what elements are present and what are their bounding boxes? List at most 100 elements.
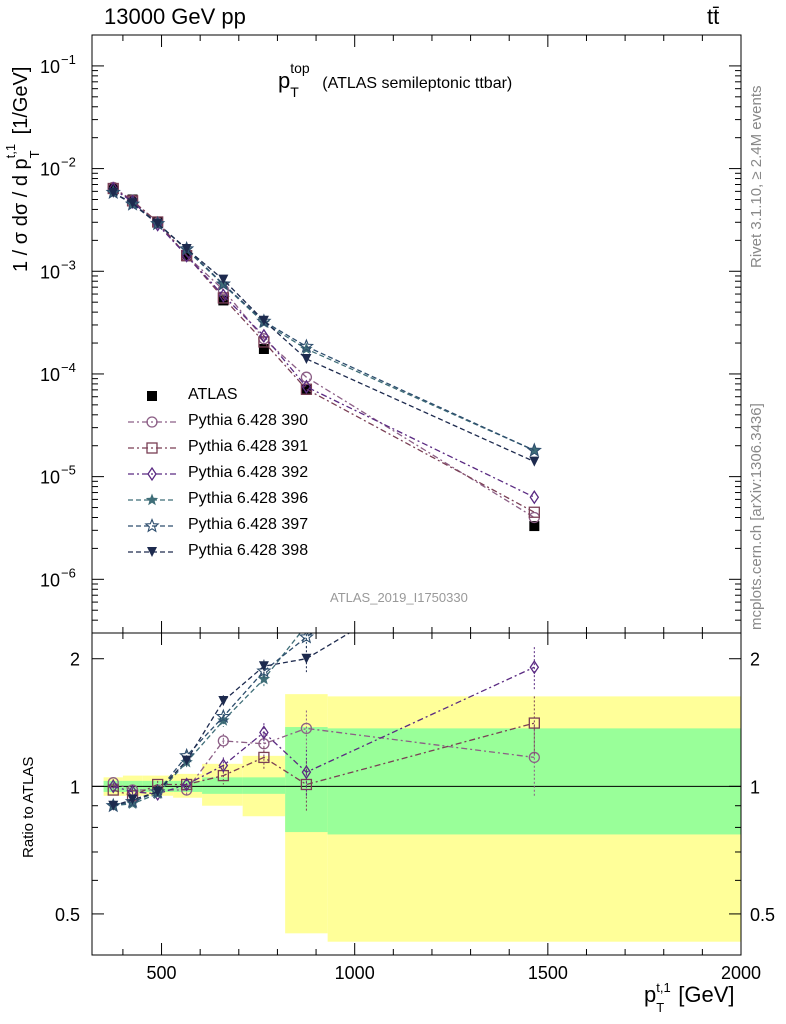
series-line-4: [112, 191, 535, 451]
legend-square: [147, 391, 157, 401]
data-point: [258, 336, 270, 348]
ratio-point: [218, 695, 229, 706]
legend-label-atlas: ATLAS: [188, 386, 238, 403]
data-point: [301, 353, 312, 364]
ratio-series-clipped: [105, 469, 540, 813]
legend-marker-4: [128, 493, 176, 506]
data-point: [529, 521, 540, 532]
ratio-point: [528, 469, 540, 481]
ratio-series-5: [108, 633, 351, 811]
x-tick-label: 1500: [528, 963, 568, 983]
ratio-point: [529, 660, 540, 675]
series-line-6: [112, 192, 535, 463]
ratio-point: [258, 751, 270, 764]
y-tick-exponent: −1: [61, 52, 76, 67]
energy-label: 13000 GeV pp: [104, 4, 246, 29]
legend-label-392: Pythia 6.428 392: [188, 464, 309, 481]
ratio-point: [108, 779, 119, 794]
band-stat-5: [242, 777, 286, 794]
main-series-group: [105, 181, 542, 532]
legend-label-396: Pythia 6.428 396: [188, 490, 309, 507]
ratio-point: [218, 758, 229, 773]
data-point: [218, 288, 229, 303]
y-tick-exponent: −5: [61, 463, 76, 478]
process-label: tt̄: [707, 4, 720, 29]
ratio-y-axis-label: Ratio to ATLAS: [20, 756, 37, 858]
ratio-point: [528, 469, 540, 481]
data-point: [529, 456, 540, 467]
y-tick-exponent: −6: [61, 565, 76, 580]
series-line-1: [112, 186, 535, 519]
y-tick-exponent: −3: [61, 257, 76, 272]
ratio-point: [181, 777, 192, 792]
data-point: [258, 315, 269, 326]
series-line-2: [112, 187, 535, 513]
ratio-line-0: [112, 727, 535, 791]
mcplots-reference-label: mcplots.cern.ch [arXiv:1306.3436]: [748, 403, 765, 630]
data-point: [218, 274, 229, 285]
ratio-point: [108, 800, 119, 811]
data-point: [215, 276, 231, 291]
data-point: [152, 218, 163, 229]
ratio-point: [258, 661, 269, 672]
ratio-y-tick-label-right: 1: [750, 777, 760, 797]
ratio-point: [301, 764, 312, 780]
ratio-point: [107, 784, 119, 796]
series-6: [108, 187, 540, 467]
data-point: [217, 292, 229, 304]
plot-frames: [91, 34, 742, 956]
legend-symbol: [146, 442, 158, 454]
x-tick-label: 1000: [335, 963, 375, 983]
legend-label-398: Pythia 6.428 398: [188, 542, 309, 559]
main-series-clipped: [105, 181, 542, 532]
ratio-point: [300, 722, 313, 735]
legend-symbol: [144, 517, 160, 533]
data-point: [108, 187, 119, 198]
y-tick-label: 10: [40, 365, 60, 385]
ratio-y-tick-label-right: 2: [750, 650, 760, 670]
legend-symbol: [146, 416, 158, 428]
data-point: [298, 338, 315, 354]
data-point: [181, 243, 192, 254]
title-subscript: T: [290, 84, 299, 100]
ratio-line-1: [113, 722, 535, 797]
ratio-point: [256, 663, 272, 678]
x-axis-label: p t,1 T [GeV]: [644, 980, 735, 1015]
legend-marker-2: [128, 442, 176, 454]
y-tick-label: 10: [40, 57, 60, 77]
legend-symbol: [145, 493, 159, 506]
ratio-point: [127, 794, 138, 805]
ratio-series-group: [105, 469, 540, 813]
title-text: ATLAS semileptonic ttbar: [327, 75, 507, 92]
series-2: [107, 182, 540, 518]
ratio-point: [298, 633, 315, 644]
series-5: [105, 184, 542, 457]
ratio-series-2: [108, 647, 540, 802]
ratio-frame: [91, 632, 742, 956]
ratio-uncertainty-bands: [103, 694, 741, 942]
data-point: [301, 379, 312, 394]
series-line-3: [112, 188, 535, 498]
legend-marker-0: [147, 391, 157, 401]
legend-marker-5: [128, 517, 176, 533]
series-line-5: [112, 191, 535, 451]
data-point: [258, 343, 269, 354]
rivet-version-label: Rivet 3.1.10, ≥ 2.4M events: [748, 85, 765, 269]
series-4: [107, 186, 541, 456]
ratio-point: [301, 653, 312, 664]
ratio-point: [152, 786, 163, 797]
ratio-y-tick-label: 2: [70, 650, 80, 670]
ratio-point: [528, 717, 540, 729]
ratio-y-tick-label: 0.5: [55, 905, 80, 925]
legend-label-391: Pythia 6.428 391: [188, 438, 309, 455]
y-tick-label: 10: [40, 160, 60, 180]
ratio-point: [259, 725, 269, 740]
y-tick-label: 10: [40, 468, 60, 488]
ratio-line-3: [113, 633, 302, 807]
ratio-point: [257, 672, 271, 685]
ratio-point: [181, 755, 192, 766]
legend-markers: [128, 391, 176, 557]
y-tick-exponent: −4: [61, 360, 76, 375]
data-point: [127, 198, 138, 209]
